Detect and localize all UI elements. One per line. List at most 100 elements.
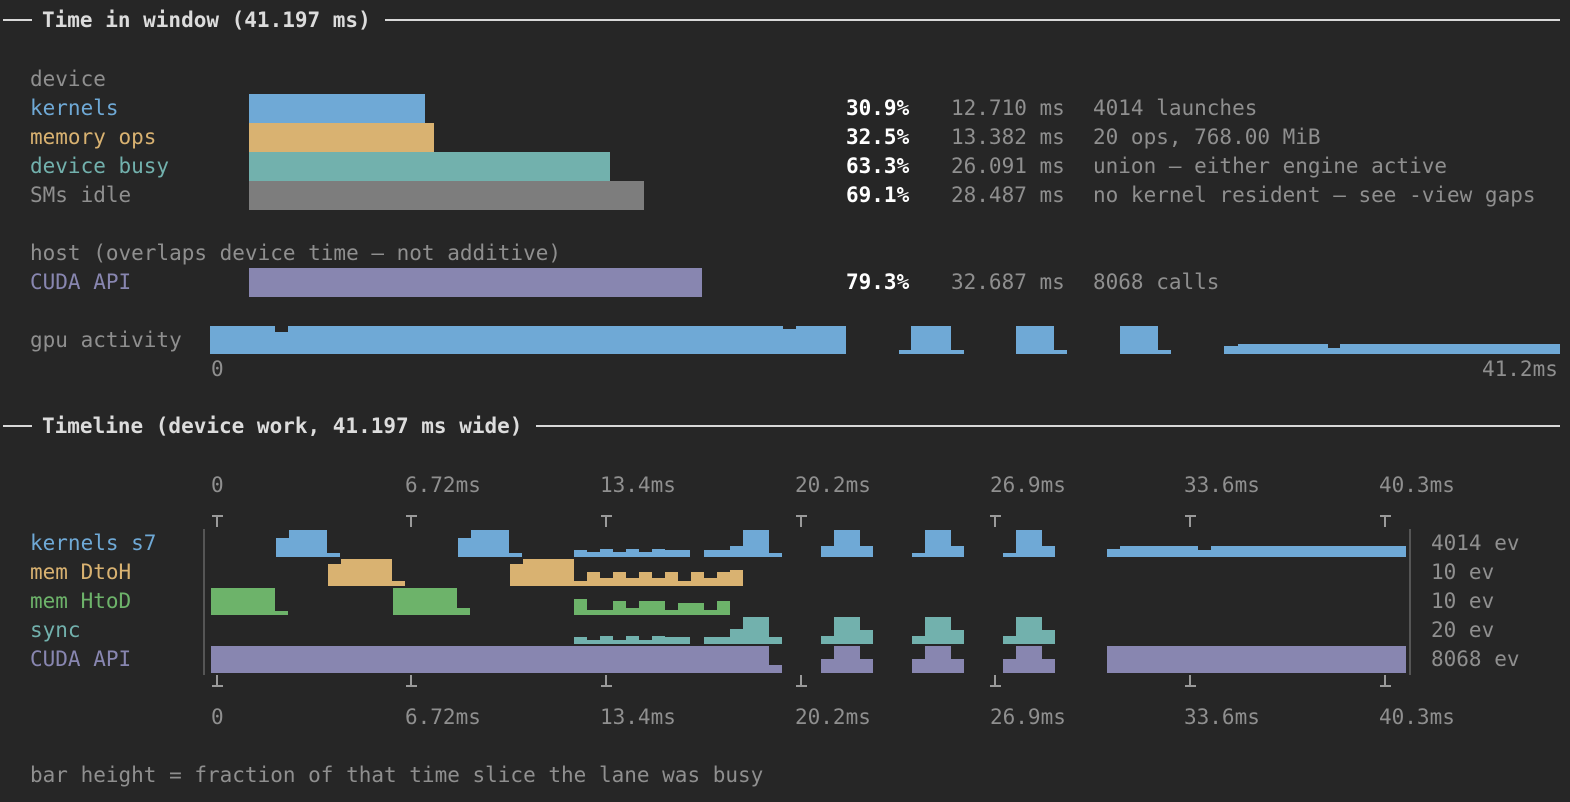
lane-count: 10 ev: [1431, 589, 1495, 613]
lane-bar-sync: [912, 636, 925, 644]
tick-label: 20.2ms: [795, 705, 871, 729]
row-label: CUDA API: [30, 270, 132, 294]
lane-bar-htod: [211, 588, 275, 615]
lane-bar-sync: [626, 636, 639, 644]
lane-bar-kernels: [613, 552, 626, 557]
lane-bar-sync: [769, 637, 782, 644]
lane-bar-kernels: [704, 550, 730, 557]
gpu-activity-segment: [1224, 346, 1238, 354]
tick-label: 33.6ms: [1184, 705, 1260, 729]
lane-bar-cuda-api: [834, 646, 860, 673]
tick-mark: [216, 675, 218, 687]
timeline-frame-right: [1409, 529, 1411, 675]
tick-mark: [1380, 685, 1391, 687]
row-percent: 32.5%: [846, 125, 910, 149]
row-detail: 4014 launches: [1093, 96, 1258, 120]
lane-bar-cuda-api: [821, 659, 834, 673]
lane-bar-kernels: [289, 530, 327, 557]
tick-label: 13.4ms: [600, 473, 676, 497]
lane-bar-kernels: [925, 530, 951, 557]
tick-label: 0: [211, 473, 224, 497]
tick-mark: [605, 515, 607, 527]
lane-bar-kernels: [574, 550, 587, 557]
lane-bar-sync: [613, 640, 626, 644]
lane-bar-cuda-api: [860, 659, 873, 673]
lane-label-cuda-api: CUDA API: [30, 647, 132, 671]
lane-bar-dtoh: [639, 572, 652, 586]
lane-bar-sync: [639, 640, 652, 644]
tick-label: 6.72ms: [405, 705, 481, 729]
lane-bar-dtoh: [613, 572, 626, 586]
gpu-activity-segment: [275, 332, 288, 354]
lane-bar-kernels: [1198, 550, 1211, 557]
lane-bar-htod: [639, 601, 652, 615]
gpu-activity-segment: [899, 350, 911, 354]
gpu-activity-segment: [783, 329, 796, 354]
tick-mark: [410, 515, 412, 527]
row-duration: 26.091 ms: [951, 154, 1065, 178]
lane-bar-sync: [704, 637, 730, 644]
row-label: device busy: [30, 154, 170, 178]
usage-bar: [249, 181, 644, 210]
section-rule: [3, 19, 1560, 21]
lane-bar-cuda-api: [1016, 646, 1042, 673]
lane-bar-htod: [275, 611, 288, 615]
lane-bar-dtoh: [704, 578, 717, 586]
timeline-frame-left: [203, 529, 205, 675]
lane-bar-cuda-api: [211, 646, 769, 673]
lane-bar-kernels: [951, 546, 964, 557]
tick-mark: [994, 515, 996, 527]
lane-bar-htod: [717, 601, 730, 615]
lane-bar-dtoh: [510, 564, 523, 586]
timeline-lanes: [0, 505, 1570, 690]
lane-bar-sync: [834, 617, 860, 644]
lane-bar-cuda-api: [951, 659, 964, 673]
tick-mark: [990, 685, 1001, 687]
lane-bar-sync: [730, 629, 743, 644]
lane-bar-sync: [821, 636, 834, 644]
lane-bar-kernels: [652, 549, 665, 557]
tick-label: 6.72ms: [405, 473, 481, 497]
lane-bar-dtoh: [574, 581, 587, 586]
lane-bar-htod: [665, 610, 678, 615]
section-title-time-in-window: Time in window (41.197 ms): [32, 10, 385, 31]
gpu-activity-segment: [288, 326, 783, 354]
lane-bar-dtoh: [730, 570, 743, 586]
row-label: memory ops: [30, 125, 157, 149]
gpu-activity-segment: [1158, 350, 1171, 354]
lane-bar-sync: [1042, 630, 1055, 644]
lane-bar-htod: [574, 599, 587, 615]
usage-bar: [249, 268, 702, 297]
lane-bar-kernels: [327, 553, 340, 557]
lane-bar-sync: [600, 636, 613, 644]
row-percent: 79.3%: [846, 270, 910, 294]
lane-bar-kernels: [1042, 546, 1055, 557]
tick-mark: [1189, 515, 1191, 527]
lane-count: 8068 ev: [1431, 647, 1520, 671]
lane-bar-kernels: [1120, 546, 1198, 557]
tick-label: 26.9ms: [990, 473, 1066, 497]
gpu-activity-segment: [951, 350, 964, 354]
lane-bar-htod: [704, 610, 717, 615]
gpu-activity-strip: [210, 325, 1562, 355]
lane-label-kernels-s7: kernels s7: [30, 531, 157, 555]
lane-bar-sync: [587, 640, 600, 644]
lane-bar-sync: [652, 636, 665, 644]
gpu-axis-end: 41.2ms: [1482, 357, 1558, 381]
lane-bar-kernels: [1107, 549, 1120, 557]
lane-bar-htod: [678, 603, 704, 615]
lane-bar-kernels: [1003, 553, 1016, 557]
lane-bar-dtoh: [587, 572, 600, 586]
footer-note: bar height = fraction of that time slice…: [30, 763, 764, 787]
lane-bar-sync: [1016, 617, 1042, 644]
host-heading: host (overlaps device time — not additiv…: [30, 241, 562, 265]
lane-bar-kernels: [626, 549, 639, 557]
lane-label-mem-dtoh: mem DtoH: [30, 560, 132, 584]
gpu-activity-segment: [1054, 350, 1067, 354]
lane-bar-htod: [652, 601, 665, 615]
tick-mark: [1384, 675, 1386, 687]
lane-bar-kernels: [912, 553, 925, 557]
tick-label: 13.4ms: [600, 705, 676, 729]
lane-bar-cuda-api: [1003, 659, 1016, 673]
lane-bar-cuda-api: [912, 659, 925, 673]
